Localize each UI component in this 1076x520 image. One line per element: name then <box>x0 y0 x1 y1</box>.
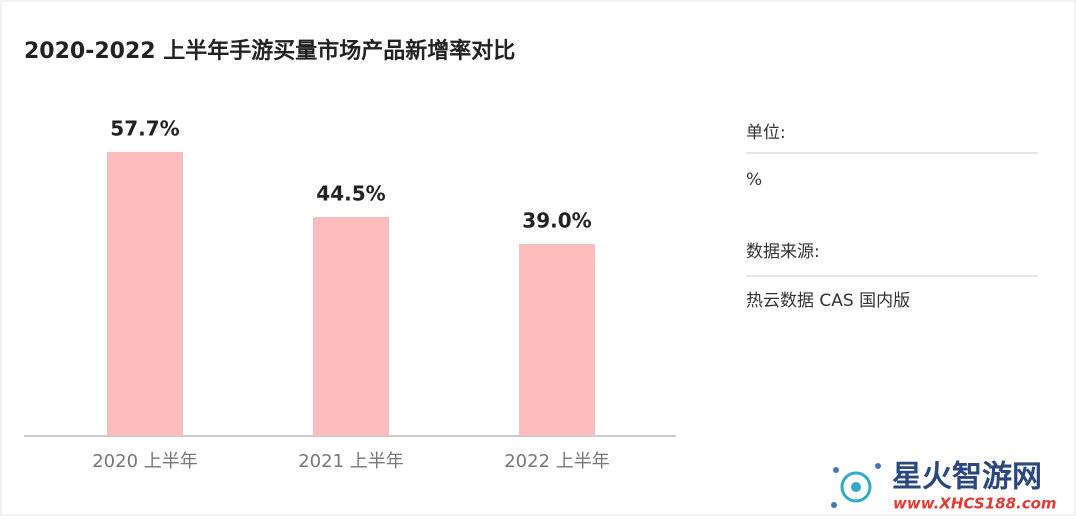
watermark-icon <box>851 482 861 492</box>
value-label: 57.7% <box>110 117 179 141</box>
bar <box>519 244 595 436</box>
x-tick-label: 2021 上半年 <box>298 451 404 472</box>
watermark-icon <box>875 463 881 469</box>
watermark: 星火智游网 www.XHCS188.com <box>831 460 1057 513</box>
watermark-name: 星火智游网 <box>892 460 1042 495</box>
value-label: 39.0% <box>522 209 591 233</box>
watermark-icon <box>831 502 837 508</box>
value-label: 44.5% <box>316 181 385 205</box>
watermark-url: www.XHCS188.com <box>893 495 1057 513</box>
chart-title: 2020-2022 上半年手游买量市场产品新增率对比 <box>24 38 515 64</box>
unit-label: 单位: <box>746 123 786 143</box>
source-label: 数据来源: <box>746 242 820 262</box>
bar <box>313 216 389 436</box>
watermark-icon <box>833 467 839 473</box>
watermark-icon <box>840 471 872 503</box>
side-panel: 单位: % 数据来源: 热云数据 CAS 国内版 <box>746 123 1038 311</box>
unit: % <box>746 170 762 190</box>
x-tick-label: 2022 上半年 <box>504 451 610 472</box>
source: 热云数据 CAS 国内版 <box>746 291 910 311</box>
x-tick-label: 2020 上半年 <box>92 451 198 472</box>
bar <box>107 152 183 436</box>
